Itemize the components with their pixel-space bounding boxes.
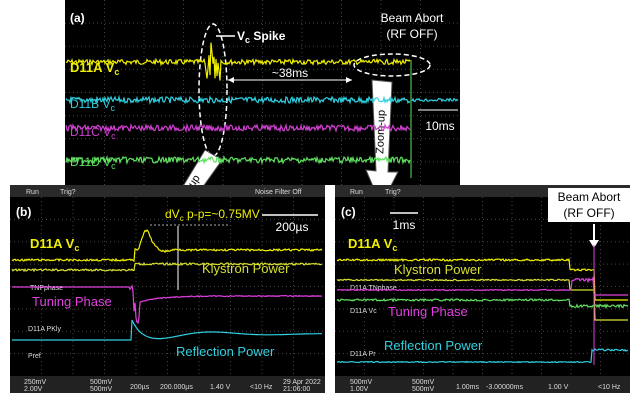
annotation: (RF OFF)	[563, 206, 614, 220]
footer-text: 500mV	[412, 379, 435, 386]
t: Spike	[250, 29, 286, 43]
channel-label: D11A Pr	[350, 351, 376, 358]
panel-label: (a)	[70, 11, 85, 25]
annotation: Vc Spike	[237, 29, 286, 45]
annotation: ~38ms	[272, 66, 308, 80]
header-text: Noise Filter Off	[255, 189, 302, 196]
footer-text: 200.000µs	[160, 384, 193, 391]
footer-bar	[335, 376, 630, 393]
footer-text: 1.40 V	[210, 384, 231, 391]
annotation: (RF OFF)	[386, 27, 437, 41]
footer-text: 250mV	[24, 379, 47, 386]
channel-label: D11A PKly	[28, 326, 61, 333]
trace-label: Reflection Power	[384, 338, 483, 353]
footer-text: 500mV	[412, 386, 435, 393]
footer-text: -3.00000ms	[486, 384, 523, 391]
t: p-p=~0.75MV	[184, 207, 260, 221]
panel-label: (b)	[16, 205, 31, 219]
annotation: Zoom-up	[374, 110, 388, 154]
t: D11C V	[70, 125, 111, 139]
footer-text: 500mV	[90, 386, 113, 393]
page: (a) D11A Vc D11B Vc D11C Vc D11D Vc Vc S…	[0, 0, 630, 393]
footer-text: <10 Hz	[598, 384, 621, 391]
channel-label: Pref	[28, 353, 41, 360]
trace-label: Klystron Power	[394, 262, 482, 277]
t: D11A V	[348, 236, 393, 251]
t: c	[111, 131, 116, 141]
footer-text: 500mV	[90, 379, 113, 386]
trace-label: D11A Vc	[348, 236, 397, 253]
header-text: Trig?	[60, 189, 76, 196]
annotation: 200µs	[276, 220, 309, 234]
footer-text: <10 Hz	[250, 384, 273, 391]
t: dV	[165, 207, 180, 221]
header-text: Trig?	[385, 189, 401, 196]
figure: (a) D11A Vc D11B Vc D11C Vc D11D Vc Vc S…	[0, 0, 630, 393]
footer-text: 29 Apr 2022	[283, 379, 321, 386]
t: c	[114, 67, 119, 77]
trace-label: Reflection Power	[176, 344, 275, 359]
footer-text: 500mV	[350, 379, 373, 386]
t: c	[74, 243, 79, 253]
annotation: 10ms	[425, 119, 454, 133]
trace-label: Tuning Phase	[32, 294, 112, 309]
trace-label: Tuning Phase	[388, 304, 468, 319]
footer-text: 1.00 V	[548, 384, 569, 391]
t: c	[392, 243, 397, 253]
footer-text: 1.00V	[350, 386, 369, 393]
channel-label: D11A Vc	[350, 308, 377, 315]
annotation: dVc p-p=~0.75MV	[165, 207, 260, 223]
trace-label: D11A Vc	[30, 236, 79, 253]
channel-label: TNPphase	[30, 285, 63, 292]
header-text: Run	[350, 189, 363, 196]
t: V	[237, 29, 245, 43]
footer-text: 200µs	[130, 384, 150, 391]
annotation: 1ms	[393, 218, 416, 232]
annotation: Beam Abort	[381, 11, 444, 25]
footer-text: 1.00ms	[456, 384, 479, 391]
footer-text: 21:06:00	[283, 386, 310, 393]
panel-label: (c)	[341, 205, 356, 219]
header-text: Run	[26, 189, 39, 196]
t: c	[110, 103, 115, 113]
t: D11A V	[30, 236, 75, 251]
footer-text: 2.00V	[24, 386, 43, 393]
annotation: Beam Abort	[558, 190, 621, 204]
